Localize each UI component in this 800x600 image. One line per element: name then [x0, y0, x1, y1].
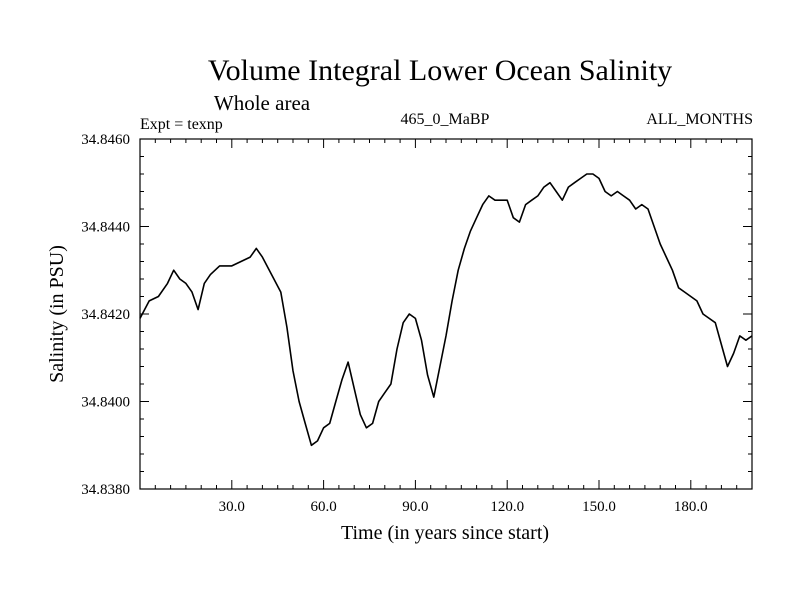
chart-title: Volume Integral Lower Ocean Salinity: [208, 54, 672, 87]
x-tick-label: 180.0: [674, 499, 708, 515]
y-tick-label: 34.8460: [81, 132, 130, 148]
y-tick-label: 34.8440: [81, 220, 130, 236]
x-tick-label: 60.0: [310, 499, 336, 515]
y-tick-label: 34.8420: [81, 307, 130, 323]
plot-area: 30.0 60.0 90.0 120.0 150.0 180.0 34.8380 34.840…: [81, 132, 753, 515]
x-axis-label: Time (in years since start): [341, 522, 549, 544]
chart-subtitle: Whole area: [214, 91, 311, 115]
plot-frame: [139, 138, 753, 490]
experiment-label: Expt = texnp: [140, 116, 223, 133]
y-tick-label: 34.8400: [81, 395, 130, 411]
x-tick-label: 90.0: [402, 499, 428, 515]
x-tick-label: 120.0: [490, 499, 524, 515]
period-label: 465_0_MaBP: [401, 111, 490, 128]
x-tick-label: 30.0: [219, 499, 245, 515]
y-tick-label: 34.8380: [81, 482, 130, 498]
series-line-salinity: [139, 173, 753, 447]
y-axis-label: Salinity (in PSU): [46, 245, 68, 383]
x-tick-label: 150.0: [582, 499, 616, 515]
months-label: ALL_MONTHS: [646, 111, 753, 128]
